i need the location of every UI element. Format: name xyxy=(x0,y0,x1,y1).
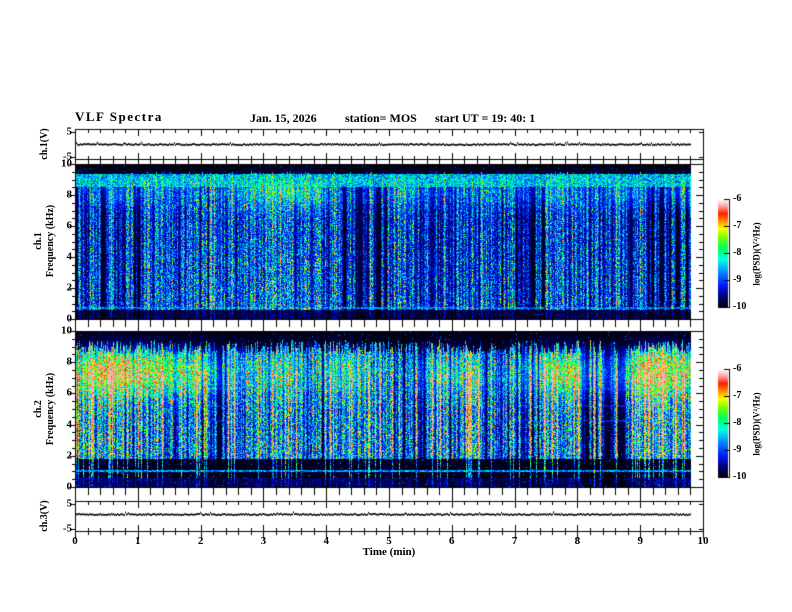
ch1-voltage-axis-title: ch.1(V) xyxy=(39,128,50,160)
ch1-spectrogram-axis-title-line2: Frequency (kHz) xyxy=(45,204,56,278)
ch2-spectrogram-tick-label: 2 xyxy=(66,449,73,462)
x-axis-tick-label: 6 xyxy=(449,535,455,547)
colorbar1-tick-label: -7 xyxy=(733,220,742,231)
ch1-voltage-tick-label: -5 xyxy=(62,150,72,162)
colorbar1-tick-label: -9 xyxy=(733,274,742,285)
ch2-spectrogram-axis-title-line2: Frequency (kHz) xyxy=(45,372,56,446)
x-axis-tick-label: 4 xyxy=(323,535,329,547)
ch1-spectrogram-tick-label: 4 xyxy=(66,250,73,263)
ch1-spectrogram-axis-title: ch.1 Frequency (kHz) xyxy=(33,205,57,277)
start-ut-label: start UT = 19: 40: 1 xyxy=(435,111,536,125)
colorbar1-tick-label: -10 xyxy=(733,301,747,312)
ch2-spectrogram-axis-title-line1: ch.2 xyxy=(33,400,44,418)
ch1-voltage-tick-label: 5 xyxy=(66,125,73,137)
x-axis-tick-label: 3 xyxy=(260,535,267,547)
ch1-spectrogram-tick-label: 6 xyxy=(66,219,73,232)
station-label: station= MOS xyxy=(345,111,417,125)
x-axis-tick-label: 2 xyxy=(197,535,204,547)
x-axis-tick-label: 9 xyxy=(637,535,643,547)
ch3-voltage-tick-label: -5 xyxy=(62,522,72,534)
ch3-voltage-axis-title: ch.3(V) xyxy=(39,500,50,532)
colorbar2-tick-label: -8 xyxy=(733,417,742,428)
x-axis-tick-label: 10 xyxy=(697,535,709,547)
ch1-spectrogram-tick-label: 0 xyxy=(66,312,73,325)
ch2-spectrogram-axis-title: ch.2 Frequency (kHz) xyxy=(33,373,57,445)
x-axis-tick-label: 0 xyxy=(72,535,78,547)
colorbar2-title: log(PSD)(V²/Hz) xyxy=(751,392,762,456)
date-label: Jan. 15, 2026 xyxy=(250,111,317,125)
ch2-spectrogram-tick-label: 6 xyxy=(66,386,73,399)
x-axis-tick-label: 5 xyxy=(386,535,392,547)
ch2-spectrogram-tick-label: 0 xyxy=(66,480,73,493)
x-axis-tick-label: 1 xyxy=(135,535,141,547)
x-axis-tick-label: 8 xyxy=(574,535,581,547)
ch1-spectrogram-tick-label: 10 xyxy=(61,157,72,170)
colorbar1-title: log(PSD)(V²/Hz) xyxy=(751,222,762,286)
ch3-voltage-tick-label: 5 xyxy=(66,497,73,509)
ch2-spectrogram-tick-label: 8 xyxy=(66,355,73,368)
colorbar2-tick-label: -10 xyxy=(733,471,747,482)
ch2-spectrogram-tick-label: 4 xyxy=(66,418,73,431)
colorbar2-tick-label: -6 xyxy=(733,363,742,374)
ch2-spectrogram-tick-label: 10 xyxy=(61,324,72,337)
colorbar1-tick-label: -6 xyxy=(733,193,742,204)
ch1-spectrogram-axis-title-line1: ch.1 xyxy=(33,232,44,250)
ch1-spectrogram-tick-label: 8 xyxy=(66,188,73,201)
colorbar2-tick-label: -7 xyxy=(733,390,742,401)
colorbar1-tick-label: -8 xyxy=(733,247,742,258)
ch1-spectrogram-tick-label: 2 xyxy=(66,281,73,294)
figure-title: VLF Spectra xyxy=(75,109,163,124)
colorbar2-tick-label: -9 xyxy=(733,444,742,455)
x-axis-tick-label: 7 xyxy=(511,535,518,547)
x-axis-title: Time (min) xyxy=(362,546,416,558)
